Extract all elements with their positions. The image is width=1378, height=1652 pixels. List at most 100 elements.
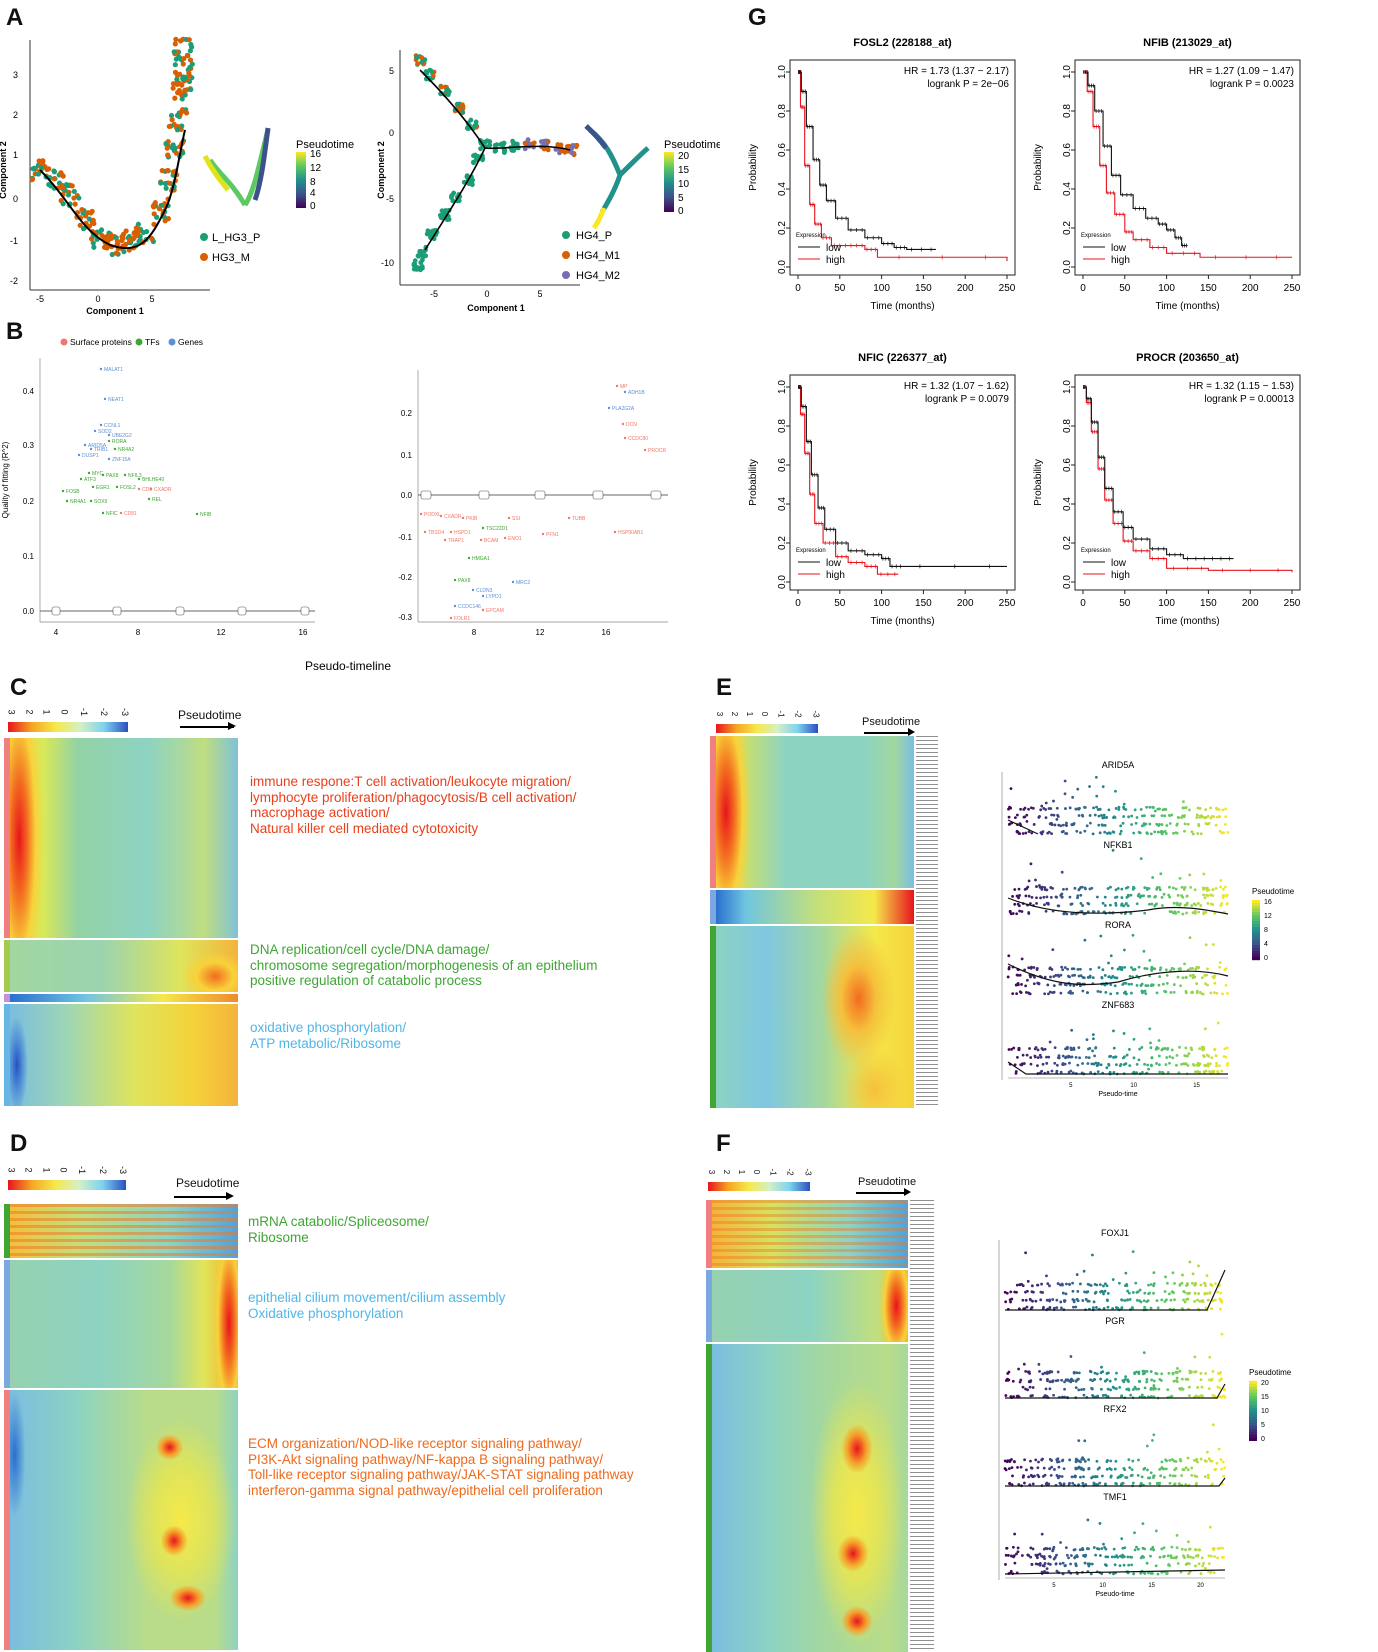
gene-point xyxy=(93,429,97,433)
cell-point xyxy=(1215,1064,1218,1068)
cell-point xyxy=(1030,1284,1034,1288)
cluster-bar xyxy=(710,890,716,924)
cell-point xyxy=(1212,1571,1216,1575)
cell-point xyxy=(1161,830,1165,834)
cell-point xyxy=(1224,815,1228,819)
cell-point xyxy=(1120,903,1123,907)
cell-point xyxy=(1173,1474,1177,1478)
cell-point xyxy=(172,41,178,47)
pseudotime-label: Pseudotime xyxy=(176,1176,240,1190)
cell-point xyxy=(1204,943,1208,947)
cell-point xyxy=(1185,911,1188,915)
cell-point xyxy=(1155,1062,1158,1065)
cell-point xyxy=(1211,1369,1215,1373)
pseudotime-arrow xyxy=(174,1196,230,1198)
cell-point xyxy=(1076,967,1080,971)
colorscale-tick: 1 xyxy=(745,711,755,717)
cell-point xyxy=(149,235,155,241)
heatmap-block-1 xyxy=(712,1200,908,1268)
cell-point xyxy=(1145,831,1149,835)
cell-point xyxy=(1093,1282,1097,1286)
cell-point xyxy=(1172,831,1175,835)
cell-point xyxy=(1184,990,1188,993)
cell-point xyxy=(1119,966,1123,969)
cell-point xyxy=(1166,1070,1170,1074)
cell-point xyxy=(1194,1564,1197,1568)
cell-point xyxy=(1102,1542,1105,1546)
colorscale-tick: -3 xyxy=(119,707,130,717)
cell-point xyxy=(1179,984,1182,988)
cell-point xyxy=(1121,1379,1125,1382)
colorbar-segment xyxy=(1252,954,1260,958)
cell-point xyxy=(1191,1063,1195,1066)
cell-point xyxy=(1108,1379,1112,1383)
cell-point xyxy=(1048,1284,1051,1288)
cell-point xyxy=(1055,1569,1059,1573)
cell-point xyxy=(1207,1562,1211,1566)
cell-point xyxy=(1176,1367,1179,1370)
cell-point xyxy=(1190,990,1194,994)
colorscale-bar xyxy=(716,724,818,733)
cell-point xyxy=(1130,1563,1133,1567)
cell-point xyxy=(1184,1548,1187,1552)
cell-point xyxy=(1061,1054,1065,1058)
cell-point xyxy=(46,181,52,188)
cell-point xyxy=(1223,1395,1227,1399)
cell-point xyxy=(1027,911,1031,914)
cell-point xyxy=(103,244,109,250)
annotation-dna: DNA replication/cell cycle/DNA damage/ch… xyxy=(250,942,598,988)
cell-point xyxy=(1045,1481,1049,1485)
cell-point xyxy=(1180,1474,1184,1477)
cell-point xyxy=(91,244,97,250)
cell-point xyxy=(122,241,129,248)
cell-point xyxy=(1191,967,1195,970)
cell-point xyxy=(1166,1388,1170,1392)
cell-point xyxy=(1167,1292,1171,1296)
legend-label: HG4_M1 xyxy=(576,250,620,262)
cell-point xyxy=(1173,910,1177,914)
gene-label: EPCAM xyxy=(486,608,504,614)
legend-label: Genes xyxy=(178,337,203,347)
cell-point xyxy=(1176,975,1180,979)
cell-point xyxy=(1140,1046,1144,1049)
cell-point xyxy=(1041,1564,1045,1568)
cell-point xyxy=(1031,1482,1035,1486)
cell-point xyxy=(1013,1561,1017,1565)
cell-point xyxy=(1135,1298,1139,1302)
cell-point xyxy=(1184,806,1188,809)
cell-point xyxy=(1071,1481,1075,1485)
cell-point xyxy=(1077,1371,1081,1375)
colorscale-tick: 0 xyxy=(59,709,70,715)
gene-point xyxy=(83,443,87,447)
panel-label-e: E xyxy=(716,674,733,701)
cell-point xyxy=(1145,1444,1149,1448)
cell-point xyxy=(1049,975,1052,979)
cell-point xyxy=(1122,1063,1126,1067)
cell-point xyxy=(1202,888,1205,891)
cell-point xyxy=(1213,1282,1217,1286)
cell-point xyxy=(1185,901,1189,905)
cell-point xyxy=(1195,1457,1199,1461)
y-tick: -0.3 xyxy=(398,613,412,622)
cell-point xyxy=(1219,1299,1223,1303)
cell-point xyxy=(1142,1351,1146,1355)
cell-point xyxy=(1158,968,1162,972)
cell-point xyxy=(1164,808,1168,811)
gene-point xyxy=(149,487,153,491)
cell-point xyxy=(1025,819,1029,823)
colorscale-tick: 2 xyxy=(722,1169,732,1175)
trend-line xyxy=(1005,1269,1226,1311)
colorscale-tick: -2 xyxy=(99,707,110,717)
cell-point xyxy=(174,127,181,133)
y-tick: 0.4 xyxy=(777,497,788,511)
cell-point xyxy=(1048,1299,1052,1303)
cell-point xyxy=(1160,814,1164,818)
cell-point xyxy=(1053,1556,1057,1559)
x-tick: -5 xyxy=(36,294,44,304)
cell-point xyxy=(1165,1571,1169,1575)
cell-point xyxy=(1014,1070,1018,1073)
cell-point xyxy=(1123,1299,1127,1302)
gene-title: ARID5A xyxy=(1102,760,1135,770)
cell-point xyxy=(1097,966,1101,969)
cell-point xyxy=(1051,1379,1055,1383)
